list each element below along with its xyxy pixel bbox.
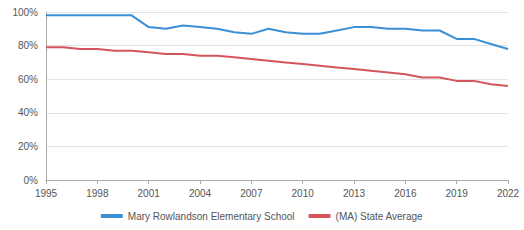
svg-text:1995: 1995 bbox=[35, 188, 58, 199]
svg-text:2004: 2004 bbox=[189, 188, 212, 199]
svg-text:2010: 2010 bbox=[292, 188, 315, 199]
svg-text:100%: 100% bbox=[12, 7, 38, 18]
svg-text:40%: 40% bbox=[18, 107, 38, 118]
svg-text:20%: 20% bbox=[18, 141, 38, 152]
svg-text:2001: 2001 bbox=[138, 188, 161, 199]
svg-text:60%: 60% bbox=[18, 74, 38, 85]
svg-text:0%: 0% bbox=[24, 175, 39, 186]
svg-text:2022: 2022 bbox=[497, 188, 520, 199]
svg-text:Mary Rowlandson Elementary Sch: Mary Rowlandson Elementary School bbox=[128, 211, 295, 222]
svg-text:(MA) State Average: (MA) State Average bbox=[336, 211, 424, 222]
svg-text:2013: 2013 bbox=[343, 188, 366, 199]
svg-text:2007: 2007 bbox=[240, 188, 263, 199]
svg-text:1998: 1998 bbox=[86, 188, 109, 199]
svg-text:2016: 2016 bbox=[394, 188, 417, 199]
svg-text:80%: 80% bbox=[18, 40, 38, 51]
svg-text:2019: 2019 bbox=[446, 188, 469, 199]
